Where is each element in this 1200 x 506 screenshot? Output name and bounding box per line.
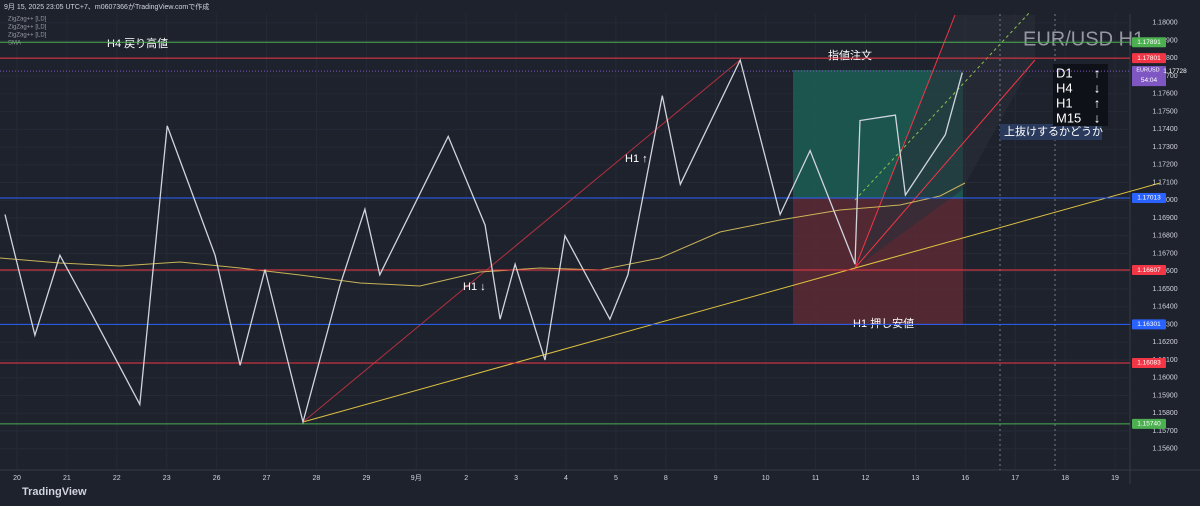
y-tick-label: 1.15700 [1152,428,1177,435]
indicator: SMA [8,41,21,47]
y-tick-label: 1.16500 [1152,286,1177,293]
x-tick-label: 23 [163,475,171,482]
level-label: 1.16607 [1137,267,1161,274]
trend-arrow: ↓ [1094,80,1101,95]
x-tick-label: 5 [614,475,618,482]
indicator: ZigZag++ [LD] [8,33,47,39]
caption: 9月 15, 2025 23:05 UTC+7、m0607366がTrading… [4,2,209,11]
x-tick-label: 8 [664,475,668,482]
annotation: 指値注文 [828,48,872,62]
x-tick-label: 4 [564,475,568,482]
y-tick-label: 1.16400 [1152,304,1177,311]
level-label: 1.17013 [1137,195,1161,202]
timeframe: H4 [1056,80,1073,95]
trend-panel-rows: D1 ↑ H4 ↓ H1 ↑ M15 ↓ [1056,65,1100,125]
level-tag [1132,418,1166,429]
x-tick-label: 12 [862,475,870,482]
x-tick-label: 29 [362,475,370,482]
y-tick-label: 1.17200 [1152,162,1177,169]
x-tick-label: 18 [1061,475,1069,482]
trend-arrow: ↑ [1094,95,1101,110]
indicator: ZigZag++ [LD] [8,25,47,31]
y-tick-label: 1.16200 [1152,339,1177,346]
y-tick-label: 1.15600 [1152,446,1177,453]
x-tick-label: 3 [514,475,518,482]
symbol-tag [1133,66,1163,76]
level-tag [1132,265,1166,276]
x-tick-label: 10 [762,475,770,482]
annotation: H1 押し安値 [853,316,914,330]
level-label: 1.17891 [1137,39,1161,46]
x-tick-label: 22 [113,475,121,482]
x-tick-label: 9月 [411,474,422,482]
trend-arrow: ↓ [1094,110,1101,125]
annotation: 上抜けするかどうか [1004,124,1103,138]
x-tick-label: 9 [714,475,718,482]
countdown: 54:04 [1141,77,1158,84]
timeframe: H1 [1056,95,1073,110]
x-tick-label: 13 [911,475,919,482]
level-tag [1132,319,1166,330]
level-label: 1.16301 [1137,321,1161,328]
x-tick-label: 28 [313,475,321,482]
last-price: 1.17728 [1163,68,1187,75]
y-tick-label: 1.16800 [1152,233,1177,240]
trend-arrow: ↑ [1094,65,1101,80]
symbol: EURUSD [1136,68,1159,74]
x-tick-label: 21 [63,475,71,482]
y-tick-label: 1.18000 [1152,20,1177,27]
annotation-box [1000,124,1102,140]
indicator: ZigZag++ [LD] [8,17,47,23]
x-tick-label: 17 [1011,475,1019,482]
y-tick-label: 1.15900 [1152,392,1177,399]
x-tick-label: 19 [1111,475,1119,482]
y-tick-label: 1.17600 [1152,91,1177,98]
annotation: H4 戻り高値 [107,36,168,50]
y-tick-label: 1.16900 [1152,215,1177,222]
trend-panel [1053,64,1108,126]
x-tick-label: 26 [213,475,221,482]
chart-title: EUR/USD H1 [1023,28,1144,50]
timeframe: M15 [1056,110,1081,125]
annotation: H1 ↓ [463,281,486,293]
trendline [302,182,1161,423]
level-tag [1132,192,1166,203]
brand: TradingView [22,486,87,498]
channel-line [854,59,1036,269]
timeframe: D1 [1056,65,1073,80]
level-tag [1132,358,1166,369]
y-tick-label: 1.17100 [1152,179,1177,186]
level-label: 1.15740 [1137,421,1161,428]
x-tick-label: 2 [464,475,468,482]
y-tick-label: 1.17500 [1152,108,1177,115]
level-label: 1.17801 [1137,55,1161,62]
price-line [4,58,963,425]
price-axis [1130,14,1200,484]
y-tick-label: 1.17400 [1152,126,1177,133]
channel-line [854,14,956,269]
level-tag [1132,37,1166,48]
y-tick-label: 1.16000 [1152,375,1177,382]
x-tick-label: 16 [961,475,969,482]
level-tag [1132,53,1166,64]
x-tick-label: 27 [263,475,271,482]
x-tick-label: 20 [13,475,21,482]
y-tick-label: 1.15800 [1152,410,1177,417]
y-tick-label: 1.17300 [1152,144,1177,151]
channel-mid [854,11,1031,201]
level-label: 1.16083 [1137,360,1161,367]
y-tick-label: 1.16700 [1152,250,1177,257]
x-tick-label: 11 [812,475,819,482]
annotation: H1 ↑ [625,153,648,165]
